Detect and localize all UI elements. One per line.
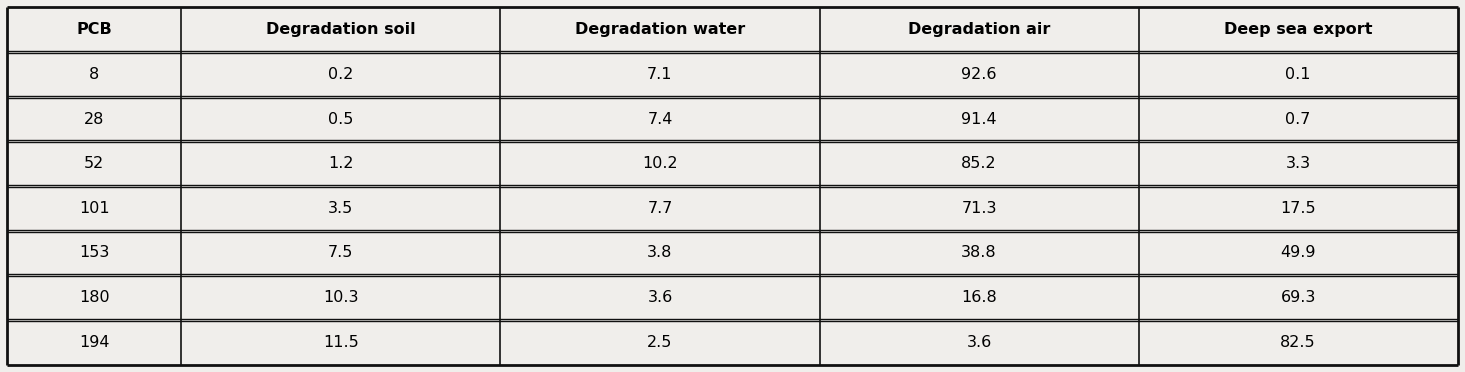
- Text: 10.2: 10.2: [642, 156, 678, 171]
- Text: 0.1: 0.1: [1285, 67, 1311, 82]
- Text: Degradation water: Degradation water: [574, 22, 746, 37]
- Text: 3.6: 3.6: [967, 335, 992, 350]
- Text: PCB: PCB: [76, 22, 113, 37]
- Text: 7.5: 7.5: [328, 246, 353, 260]
- Text: 11.5: 11.5: [322, 335, 359, 350]
- Text: 16.8: 16.8: [961, 290, 998, 305]
- Text: 101: 101: [79, 201, 110, 216]
- Text: Degradation air: Degradation air: [908, 22, 1050, 37]
- Text: 180: 180: [79, 290, 110, 305]
- Text: 92.6: 92.6: [961, 67, 996, 82]
- Text: 0.5: 0.5: [328, 112, 353, 126]
- Text: 3.5: 3.5: [328, 201, 353, 216]
- Text: 7.1: 7.1: [648, 67, 672, 82]
- Text: 3.6: 3.6: [648, 290, 672, 305]
- Text: 52: 52: [84, 156, 104, 171]
- Text: 7.4: 7.4: [648, 112, 672, 126]
- Text: 91.4: 91.4: [961, 112, 996, 126]
- Text: 0.7: 0.7: [1285, 112, 1311, 126]
- Text: 0.2: 0.2: [328, 67, 353, 82]
- Text: 10.3: 10.3: [324, 290, 359, 305]
- Text: 8: 8: [89, 67, 100, 82]
- Text: 71.3: 71.3: [961, 201, 996, 216]
- Text: 3.8: 3.8: [648, 246, 672, 260]
- Text: 38.8: 38.8: [961, 246, 996, 260]
- Text: 82.5: 82.5: [1280, 335, 1316, 350]
- Text: Degradation soil: Degradation soil: [267, 22, 416, 37]
- Text: 1.2: 1.2: [328, 156, 353, 171]
- Text: Deep sea export: Deep sea export: [1223, 22, 1373, 37]
- Text: 2.5: 2.5: [648, 335, 672, 350]
- Text: 194: 194: [79, 335, 110, 350]
- Text: 85.2: 85.2: [961, 156, 996, 171]
- Text: 3.3: 3.3: [1286, 156, 1311, 171]
- Text: 49.9: 49.9: [1280, 246, 1316, 260]
- Text: 28: 28: [84, 112, 104, 126]
- Text: 7.7: 7.7: [648, 201, 672, 216]
- Text: 153: 153: [79, 246, 110, 260]
- Text: 69.3: 69.3: [1280, 290, 1316, 305]
- Text: 17.5: 17.5: [1280, 201, 1316, 216]
